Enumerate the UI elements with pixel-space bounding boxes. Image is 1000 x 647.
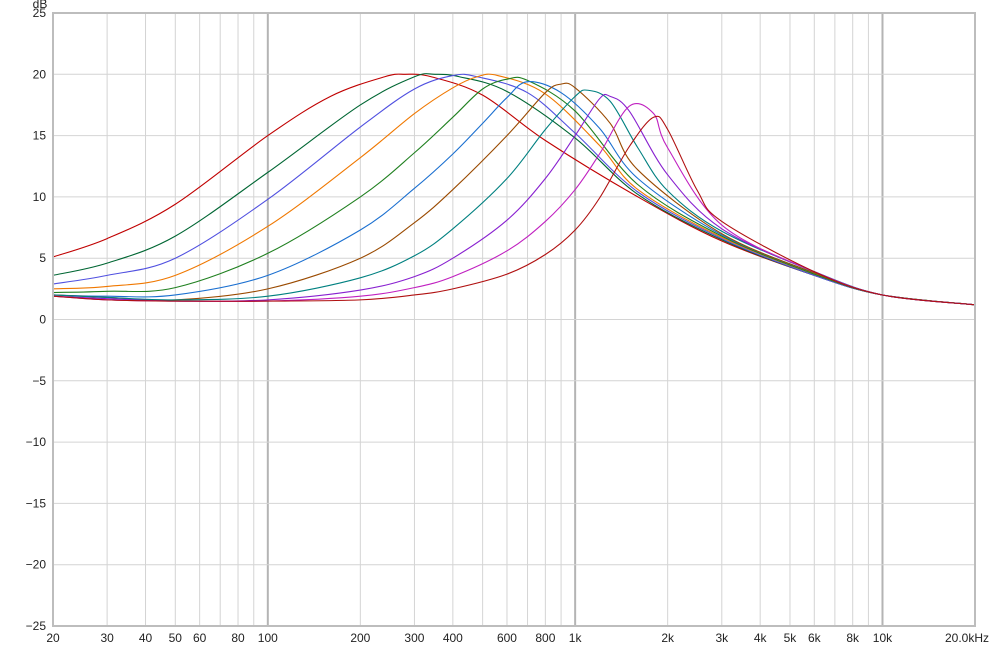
grid (53, 13, 975, 626)
y-tick-label: 5 (39, 251, 46, 265)
x-tick-label: 3k (715, 631, 729, 645)
x-tick-label: 4k (754, 631, 768, 645)
x-tick-label: 60 (193, 631, 207, 645)
x-tick-label: 20.0kHz (945, 631, 989, 645)
series-line-11 (52, 115, 976, 306)
x-tick-label: 8k (846, 631, 860, 645)
y-axis-unit-label: dB (33, 0, 48, 11)
x-tick-label: 80 (231, 631, 245, 645)
series-group (52, 73, 976, 306)
x-tick-label: 2k (661, 631, 675, 645)
series-line-7 (52, 82, 976, 306)
x-tick-label: 20 (46, 631, 60, 645)
x-tick-label: 100 (258, 631, 278, 645)
x-tick-label: 300 (404, 631, 424, 645)
x-tick-label: 50 (169, 631, 183, 645)
x-axis-tick-labels: 20 30 40 50 60 80 100 200 300 400 600 800 1k 2k 3k 4k 5k… (46, 631, 989, 645)
x-tick-label: 6k (808, 631, 822, 645)
x-tick-label: 5k (784, 631, 798, 645)
y-tick-label: −20 (26, 558, 47, 572)
x-tick-label: 800 (535, 631, 555, 645)
y-tick-label: −15 (26, 496, 47, 510)
x-tick-label: 1k (569, 631, 583, 645)
y-tick-label: 20 (33, 67, 47, 81)
x-tick-label: 600 (497, 631, 517, 645)
series-line-5 (52, 76, 976, 306)
y-tick-label: 15 (33, 129, 47, 143)
x-tick-label: 40 (139, 631, 153, 645)
plot-frame (52, 12, 976, 627)
y-axis-tick-labels: 25 20 15 10 5 0 −5 −10 −15 −20 −25 (26, 6, 47, 633)
x-tick-label: 200 (350, 631, 370, 645)
y-tick-label: −5 (32, 374, 46, 388)
y-tick-label: 0 (39, 313, 46, 327)
series-line-8 (52, 89, 976, 306)
y-tick-label: −25 (26, 619, 47, 633)
x-tick-label: 10k (873, 631, 893, 645)
y-tick-label: 25 (33, 6, 47, 20)
x-tick-label: 400 (443, 631, 463, 645)
x-tick-label: 30 (100, 631, 114, 645)
y-tick-label: 10 (33, 190, 47, 204)
y-tick-label: −10 (26, 435, 47, 449)
